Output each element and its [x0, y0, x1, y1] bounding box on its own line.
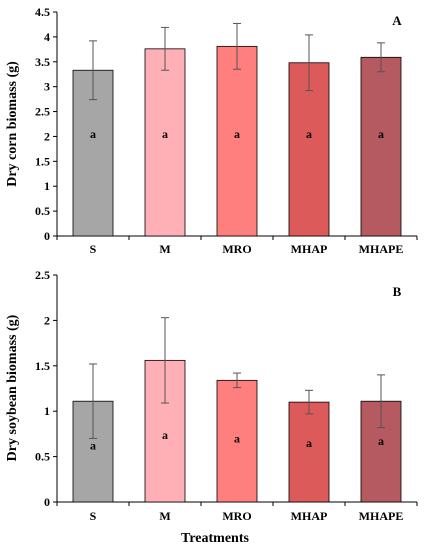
panel-label: A [392, 13, 402, 28]
x-tick-label: MHAP [291, 509, 328, 523]
significance-letter: a [306, 127, 312, 141]
y-tick-label: 0 [44, 495, 50, 509]
x-tick-label: MRO [222, 242, 251, 256]
panel-label: B [393, 284, 402, 299]
bar-mhap [288, 62, 330, 237]
y-tick-label: 2 [44, 313, 50, 327]
y-tick-label: 4.5 [35, 5, 50, 19]
y-tick-label: 2 [44, 129, 50, 143]
y-tick-label: 1 [44, 404, 50, 418]
x-tick-label: S [90, 509, 97, 523]
corn-chart: 0 0.5 1 1.5 2 2.5 3 3.5 4 4.5 a Sa Ma MRO a MHAP a MHAPE D… [5, 5, 418, 256]
y-tick-label: 4 [44, 30, 50, 44]
y-axis-label: Dry corn biomass (g) [5, 61, 20, 187]
y-tick-label: 1.5 [35, 154, 50, 168]
y-tick-label: 1.5 [35, 359, 50, 373]
y-tick-label: 3 [44, 80, 50, 94]
significance-letter: a [378, 434, 384, 448]
significance-letter: a [162, 428, 168, 442]
significance-letter: a [90, 439, 96, 453]
x-tick-label: MHAPE [359, 509, 404, 523]
y-axis-label: Dry soybean biomass (g) [5, 314, 20, 461]
bar-m [144, 48, 186, 237]
x-tick-label: MHAPE [359, 242, 404, 256]
y-tick-label: 1 [44, 179, 50, 193]
x-tick-label: MHAP [291, 242, 328, 256]
y-tick-label: 3.5 [35, 55, 50, 69]
significance-letter: a [162, 127, 168, 141]
x-axis-label: Treatments [181, 531, 249, 546]
bar-mro [216, 45, 258, 237]
significance-letter: a [234, 127, 240, 141]
significance-letter: a [90, 127, 96, 141]
x-tick-label: M [159, 242, 170, 256]
y-tick-label: 0.5 [35, 450, 50, 464]
bar-mro [216, 379, 258, 503]
soybean-chart: 0 0.5 1 1.5 2 2.5 a Sa Ma MRO a MHAP a MHAPE Dry soybe… [5, 268, 418, 546]
x-tick-label: M [159, 509, 170, 523]
x-tick-label: S [90, 242, 97, 256]
significance-letter: a [234, 431, 240, 445]
significance-letter: a [306, 436, 312, 450]
x-tick-label: MRO [222, 509, 251, 523]
bar-mhape [360, 56, 402, 237]
bar-mhap [288, 401, 330, 503]
y-tick-label: 2.5 [35, 105, 50, 119]
significance-letter: a [378, 127, 384, 141]
y-tick-label: 0 [44, 229, 50, 243]
y-tick-label: 0.5 [35, 204, 50, 218]
y-tick-label: 2.5 [35, 268, 50, 282]
